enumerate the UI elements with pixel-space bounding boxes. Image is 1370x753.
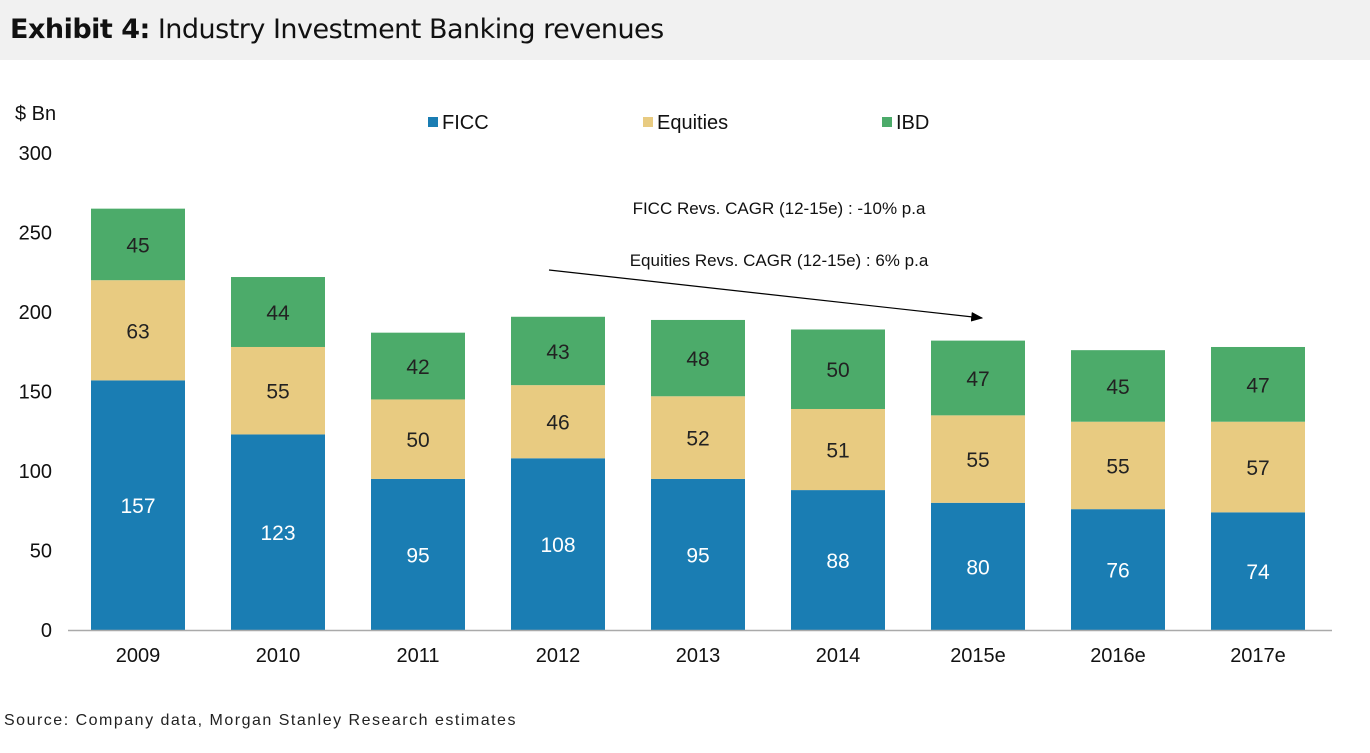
bar-ficc-2009	[91, 380, 185, 630]
bar-ibd-2013	[651, 319, 745, 397]
data-label: 95	[406, 544, 429, 567]
x-tick-label: 2010	[256, 645, 301, 667]
data-label: 55	[1106, 455, 1129, 478]
exhibit-label: Exhibit 4:	[10, 14, 150, 45]
bar-equities-2015e	[931, 415, 1025, 503]
bar-ficc-2014	[791, 490, 885, 630]
data-label: 47	[1246, 374, 1269, 397]
data-label: 88	[826, 550, 849, 573]
data-label: 74	[1246, 561, 1270, 584]
data-label: 44	[266, 302, 290, 325]
bar-ficc-2013	[651, 478, 745, 630]
chart-title: Exhibit 4: Industry Investment Banking re…	[10, 14, 664, 45]
bar-ficc-2017e	[1211, 512, 1305, 630]
legend-swatch	[643, 117, 653, 127]
bar-equities-2012	[511, 385, 605, 459]
data-label: 157	[120, 495, 155, 518]
annotation-equities-cagr: Equities Revs. CAGR (12-15e) : 6% p.a	[630, 251, 929, 270]
data-label: 95	[686, 544, 709, 567]
bar-equities-2016e	[1071, 421, 1165, 510]
data-label: 108	[540, 534, 575, 557]
data-label: 76	[1106, 560, 1129, 583]
x-tick-label: 2017e	[1230, 645, 1286, 667]
bar-ibd-2017e	[1211, 346, 1305, 422]
data-label: 48	[686, 348, 709, 371]
x-axis-ticks: 2009 2010 2011 2012 2013 2014 2015e 2016e 2017e	[116, 645, 1286, 667]
bar-ibd-2011	[371, 332, 465, 400]
bar-ibd-2009	[91, 208, 185, 281]
y-tick-label: 200	[19, 302, 52, 324]
x-tick-label: 2012	[536, 645, 581, 667]
bar-ficc-2015e	[931, 502, 1025, 630]
bars: 157 63 45 123 55 44 95 50 42 108 46 43 95 52 48 88 51 50 8…	[91, 208, 1305, 630]
bar-equities-2013	[651, 396, 745, 479]
y-tick-label: 250	[19, 223, 52, 245]
data-label: 55	[966, 449, 989, 472]
x-tick-label: 2014	[816, 645, 861, 667]
data-label: 45	[1106, 376, 1129, 399]
y-tick-label: 0	[41, 620, 52, 642]
bar-ibd-2015e	[931, 340, 1025, 416]
x-tick-label: 2016e	[1090, 645, 1146, 667]
y-axis-label: $ Bn	[15, 103, 56, 125]
legend-label: Equities	[657, 112, 728, 134]
bar-ficc-2016e	[1071, 509, 1165, 630]
data-label: 57	[1246, 457, 1269, 480]
x-tick-label: 2011	[396, 645, 439, 667]
bar-equities-2009	[91, 280, 185, 381]
bar-ficc-2012	[511, 458, 605, 630]
source-note: Source: Company data, Morgan Stanley Res…	[4, 712, 517, 729]
y-axis-ticks: 0 50 100 150 200 250 300	[19, 143, 52, 642]
bar-ficc-2011	[371, 478, 465, 630]
legend: FICC Equities IBD	[428, 112, 929, 134]
data-label: 51	[826, 440, 849, 463]
legend-swatch	[882, 117, 892, 127]
data-label: 52	[686, 428, 709, 451]
bar-equities-2010	[231, 346, 325, 435]
bar-equities-2011	[371, 399, 465, 479]
trend-arrow	[548, 269, 984, 322]
data-label: 47	[966, 368, 989, 391]
bar-ibd-2014	[791, 329, 885, 409]
data-label: 45	[126, 234, 149, 257]
data-label: 42	[406, 356, 429, 379]
data-label: 123	[260, 522, 295, 545]
annotation-ficc-cagr: FICC Revs. CAGR (12-15e) : -10% p.a	[633, 199, 926, 218]
x-tick-label: 2015e	[950, 645, 1006, 667]
data-label: 50	[406, 429, 429, 452]
bar-ibd-2016e	[1071, 350, 1165, 422]
x-tick-label: 2009	[116, 645, 161, 667]
legend-swatch	[428, 117, 438, 127]
data-label: 55	[266, 381, 289, 404]
data-label: 46	[546, 412, 569, 435]
bar-equities-2017e	[1211, 421, 1305, 513]
data-label: 43	[546, 341, 569, 364]
title-bar: Exhibit 4: Industry Investment Banking re…	[0, 0, 1370, 60]
data-label: 63	[126, 320, 149, 343]
y-tick-label: 50	[30, 541, 52, 563]
data-label: 80	[966, 556, 989, 579]
data-label: 50	[826, 359, 849, 382]
y-tick-label: 300	[19, 143, 52, 165]
bar-ibd-2010	[231, 277, 325, 347]
title-text: Industry Investment Banking revenues	[157, 14, 664, 45]
legend-label: IBD	[896, 112, 929, 134]
x-tick-label: 2013	[676, 645, 721, 667]
bar-ibd-2012	[511, 316, 605, 386]
y-tick-label: 100	[19, 461, 52, 483]
legend-label: FICC	[442, 112, 489, 134]
y-tick-label: 150	[19, 382, 52, 404]
bar-ficc-2010	[231, 434, 325, 630]
bar-equities-2014	[791, 408, 885, 491]
